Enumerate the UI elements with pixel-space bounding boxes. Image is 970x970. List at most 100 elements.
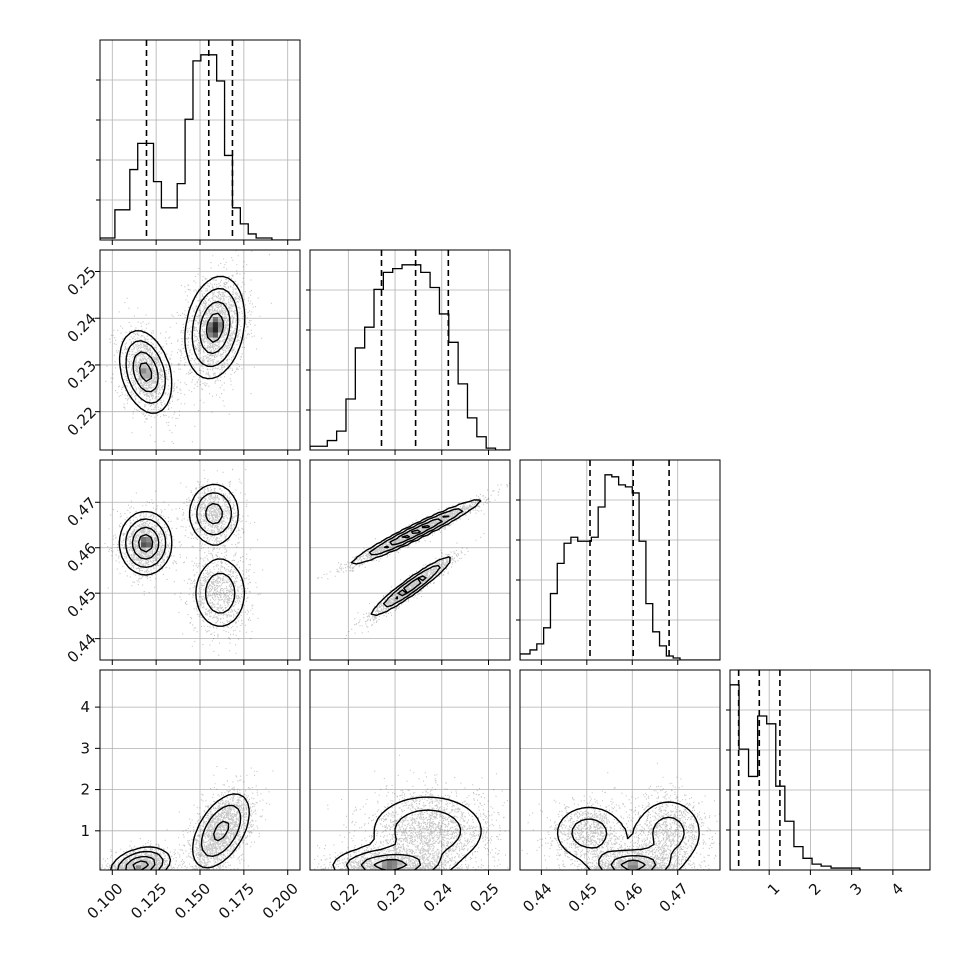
- panel-frame: [519, 669, 721, 871]
- panel-frame: [309, 669, 511, 871]
- scatter-panel: [100, 460, 300, 660]
- y-tick-label: 0.23: [64, 356, 100, 392]
- x-tick-label: 0.44: [519, 880, 555, 916]
- scatter-panel: [310, 460, 510, 660]
- density-cell: [212, 326, 219, 333]
- density-cell: [627, 859, 634, 866]
- density-cell: [141, 536, 147, 543]
- histogram-step: [730, 684, 930, 870]
- scatter-points: [100, 766, 274, 870]
- x-tick-label: 0.23: [373, 880, 409, 916]
- contour-line: [139, 312, 224, 382]
- x-tick-label: 0.25: [466, 880, 502, 916]
- y-tick-label: 0.47: [64, 494, 100, 530]
- density-cell: [207, 316, 214, 323]
- density-cell: [392, 859, 398, 866]
- panel-frame: [309, 249, 511, 451]
- x-tick-label: 2: [805, 880, 824, 899]
- contour-line: [138, 533, 154, 553]
- density-cell: [146, 542, 152, 548]
- contour-line: [117, 804, 242, 870]
- density-cell: [386, 859, 393, 866]
- contour-line: [332, 796, 482, 870]
- scatter-points: [104, 460, 264, 656]
- density-cell: [217, 316, 224, 323]
- contour-line: [132, 860, 149, 870]
- panel-frame: [309, 459, 511, 661]
- scatter-points: [521, 762, 720, 870]
- density-cell: [207, 332, 214, 338]
- x-tick-label: 0.24: [420, 880, 456, 916]
- contour-line: [125, 287, 239, 404]
- contour-line: [556, 801, 700, 870]
- histogram-panel: [100, 40, 300, 240]
- histogram-step: [100, 54, 300, 240]
- x-tick-label: 0.125: [127, 880, 170, 923]
- scatter-points: [314, 754, 510, 870]
- scatter-panel: [520, 670, 720, 870]
- density-cell: [141, 367, 147, 374]
- contour-line: [131, 502, 223, 560]
- contour-line: [610, 855, 657, 870]
- density-cell: [146, 373, 152, 379]
- contour-line: [110, 793, 250, 870]
- x-tick-label: 0.150: [171, 880, 214, 923]
- density-cell: [141, 373, 147, 379]
- density-cell: [627, 864, 634, 870]
- histogram-panel: [310, 250, 510, 450]
- panels-layer: 0.22 0.23 0.24 0.25 0.44 0.45 0.46 0.47 1 2 3 4 0.10…: [64, 39, 931, 923]
- density-cell: [381, 859, 388, 866]
- panel-frame: [519, 459, 721, 661]
- x-tick-label: 1: [764, 880, 783, 899]
- x-tick-label: 4: [888, 880, 907, 899]
- scatter-panel: [100, 670, 300, 870]
- histogram-step: [520, 474, 720, 660]
- density-cell: [381, 864, 388, 870]
- x-tick-label: 0.100: [83, 880, 126, 923]
- density-cell: [397, 859, 403, 866]
- x-tick-label: 0.175: [215, 880, 258, 923]
- density-cell: [141, 362, 147, 369]
- x-tick-label: 0.45: [565, 880, 601, 916]
- y-tick-label: 0.24: [64, 310, 100, 346]
- y-tick-label: 4: [80, 698, 90, 716]
- histogram-panel: [730, 670, 930, 870]
- density-cell: [141, 542, 147, 548]
- density-cell: [217, 326, 224, 333]
- density-cell: [141, 864, 147, 870]
- contour-line: [125, 492, 236, 614]
- x-tick-label: 0.200: [259, 880, 302, 923]
- density-cell: [207, 321, 214, 328]
- histogram-panel: [520, 460, 720, 660]
- contour-line: [132, 301, 231, 393]
- density-cell: [212, 332, 219, 338]
- density-cell: [135, 864, 142, 870]
- density-cell: [217, 321, 224, 328]
- density-cell: [212, 321, 219, 328]
- y-tick-label: 0.46: [64, 539, 100, 575]
- panel-frame: [729, 669, 931, 871]
- y-tick-label: 2: [80, 781, 90, 799]
- y-tick-label: 0.45: [64, 585, 100, 621]
- scatter-panel: [310, 670, 510, 870]
- contour-line: [360, 853, 422, 870]
- density-cell: [207, 326, 214, 333]
- contour-line: [350, 499, 482, 617]
- contour-line: [571, 816, 685, 870]
- y-tick-label: 0.44: [64, 630, 100, 666]
- density-cell: [146, 367, 152, 374]
- x-tick-label: 3: [846, 880, 865, 899]
- density-cell: [141, 547, 147, 553]
- density-cell: [141, 859, 147, 866]
- density-cell: [146, 536, 152, 543]
- y-tick-label: 0.25: [64, 263, 100, 299]
- density-cell: [392, 864, 398, 870]
- y-tick-label: 0.22: [64, 403, 100, 439]
- density-cell: [386, 864, 393, 870]
- x-tick-label: 0.47: [656, 880, 692, 916]
- contour-line: [368, 508, 464, 608]
- y-tick-label: 1: [80, 822, 90, 840]
- density-cell: [632, 864, 639, 870]
- contour-line: [345, 809, 462, 870]
- contour-line: [118, 483, 246, 627]
